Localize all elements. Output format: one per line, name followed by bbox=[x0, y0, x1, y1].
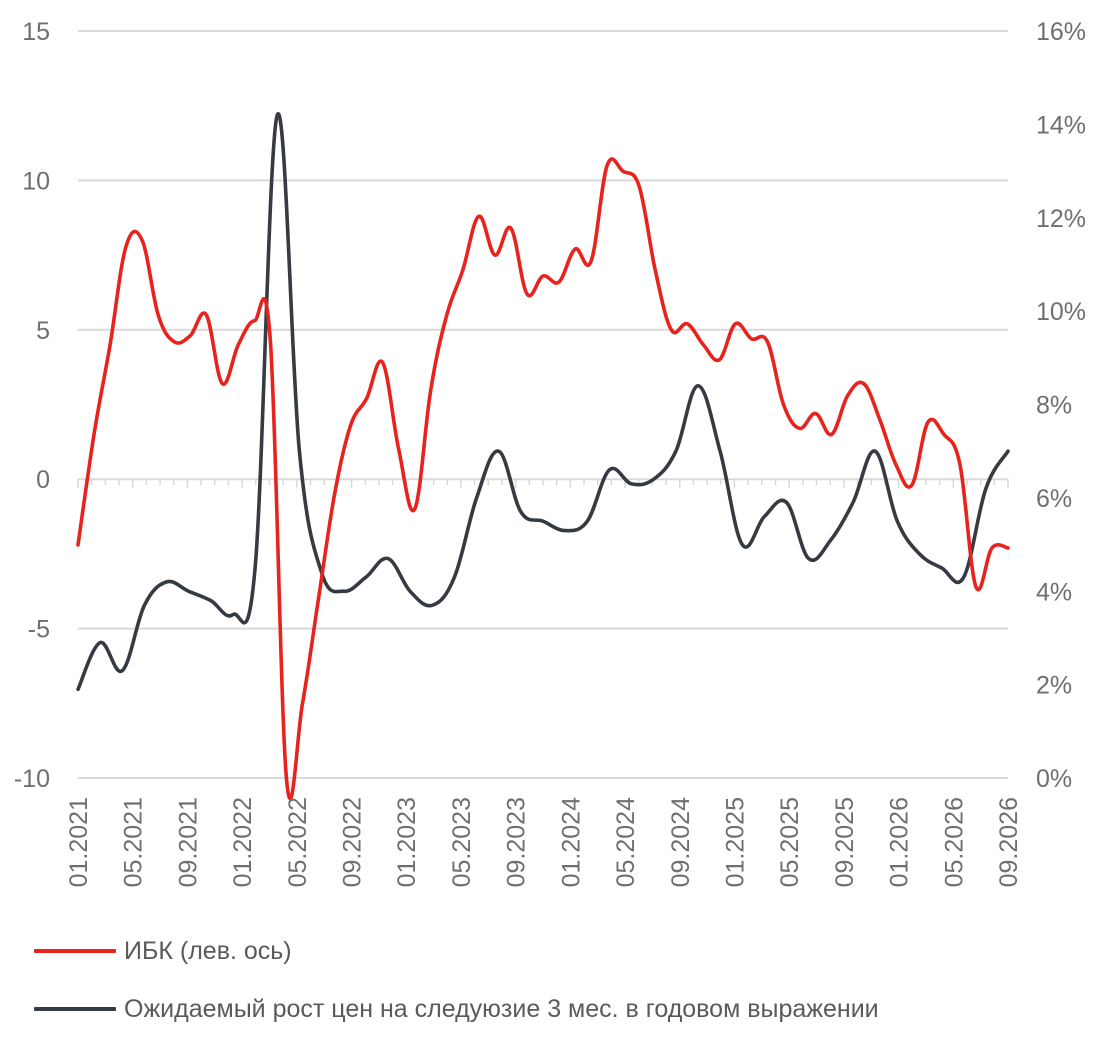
x-axis-tick-label: 09.2023 bbox=[503, 797, 531, 887]
left-axis-tick-label: 15 bbox=[22, 18, 50, 46]
x-axis-labels: 01.2021 05.2021 09.2021 01.2022 05.2022 09.20… bbox=[65, 797, 1023, 887]
right-axis-tick-label: 2% bbox=[1036, 672, 1072, 700]
right-axis-tick-label: 16% bbox=[1036, 18, 1086, 46]
x-axis-tick-label: 01.2023 bbox=[393, 797, 421, 887]
x-axis-tick-label: 09.2026 bbox=[995, 797, 1023, 887]
left-axis-tick-label: -5 bbox=[28, 616, 50, 644]
series-line-price-expectations bbox=[76, 112, 1010, 692]
x-axis-tick-label: 09.2025 bbox=[831, 797, 859, 887]
x-axis-tick-label: 09.2021 bbox=[174, 797, 202, 887]
right-axis-tick-label: 12% bbox=[1036, 205, 1086, 233]
x-axis-tick-label: 05.2022 bbox=[284, 797, 312, 887]
x-axis-tick-label: 01.2022 bbox=[229, 797, 257, 887]
right-axis-tick-label: 4% bbox=[1036, 578, 1072, 606]
x-axis-tick-label: 01.2025 bbox=[721, 797, 749, 887]
legend-item-ibk: ИБК (лев. ось) bbox=[34, 922, 879, 980]
legend-label-price-expectations: Ожидаемый рост цен на следуюзие 3 мес. в… bbox=[124, 994, 879, 1023]
left-axis-tick-label: 0 bbox=[36, 466, 50, 494]
right-axis-tick-label: 0% bbox=[1036, 765, 1072, 793]
x-axis-tick-label: 05.2023 bbox=[448, 797, 476, 887]
x-axis-tick-label: 05.2024 bbox=[612, 797, 640, 887]
series-lines bbox=[76, 112, 1010, 801]
x-axis-tick-label: 09.2022 bbox=[339, 797, 367, 887]
right-axis-labels: 16% 14% 12% 10% 8% 6% 4% 2% 0% bbox=[1036, 18, 1086, 793]
x-axis-tick-label: 05.2025 bbox=[776, 797, 804, 887]
legend-swatch-price-expectations bbox=[34, 1007, 116, 1011]
x-axis-tick-label: 01.2024 bbox=[557, 797, 585, 887]
right-axis-tick-label: 10% bbox=[1036, 298, 1086, 326]
chart: 15 10 5 0 -5 -10 16% 14% 12% 10% 8% 6% 4% 2% 0% 01.20… bbox=[14, 18, 1086, 887]
legend-item-price-expectations: Ожидаемый рост цен на следуюзие 3 мес. в… bbox=[34, 980, 879, 1038]
x-axis-tick-label: 09.2024 bbox=[667, 797, 695, 887]
gridlines bbox=[78, 30, 1008, 779]
left-axis-tick-label: 10 bbox=[22, 167, 50, 195]
right-axis-tick-label: 6% bbox=[1036, 485, 1072, 513]
right-axis-tick-label: 8% bbox=[1036, 392, 1072, 420]
x-axis-tick-label: 05.2021 bbox=[120, 797, 148, 887]
legend-label-ibk: ИБК (лев. ось) bbox=[124, 936, 292, 965]
x-axis-ticks bbox=[77, 479, 1009, 489]
x-axis-tick-label: 01.2026 bbox=[886, 797, 914, 887]
left-axis-labels: 15 10 5 0 -5 -10 bbox=[14, 18, 50, 793]
left-axis-tick-label: 5 bbox=[36, 317, 50, 345]
right-axis-tick-label: 14% bbox=[1036, 111, 1086, 139]
x-axis-tick-label: 05.2026 bbox=[940, 797, 968, 887]
legend: ИБК (лев. ось) Ожидаемый рост цен на сле… bbox=[34, 922, 879, 1038]
series-line-ibk bbox=[76, 157, 1010, 801]
legend-swatch-ibk bbox=[34, 949, 116, 953]
left-axis-tick-label: -10 bbox=[14, 765, 50, 793]
x-axis-tick-label: 01.2021 bbox=[65, 797, 93, 887]
